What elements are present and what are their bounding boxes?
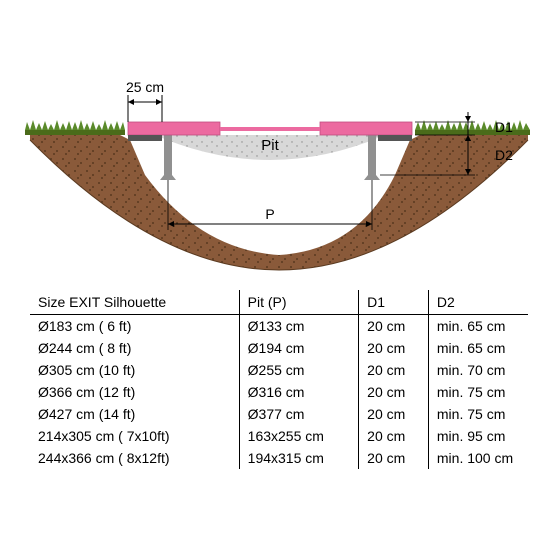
dimensions-table: Size EXIT Silhouette Pit (P) D1 D2 Ø183 … — [30, 290, 528, 469]
frame-right — [320, 122, 412, 135]
support-left — [164, 135, 172, 175]
table-row: Ø244 cm ( 8 ft)Ø194 cm20 cmmin. 65 cm — [30, 337, 528, 359]
col-d2: D2 — [428, 290, 528, 315]
support-right — [368, 135, 376, 175]
table-row: Ø183 cm ( 6 ft)Ø133 cm20 cmmin. 65 cm — [30, 315, 528, 338]
table-row: 214x305 cm ( 7x10ft)163x255 cm20 cmmin. … — [30, 425, 528, 447]
table-header-row: Size EXIT Silhouette Pit (P) D1 D2 — [30, 290, 528, 315]
frame-left — [128, 122, 220, 135]
dimensions-table-area: Size EXIT Silhouette Pit (P) D1 D2 Ø183 … — [0, 280, 558, 479]
table-row: Ø305 cm (10 ft)Ø255 cm20 cmmin. 70 cm — [30, 359, 528, 381]
label-p: P — [265, 206, 274, 222]
col-d1: D1 — [359, 290, 429, 315]
table-row: Ø366 cm (12 ft)Ø316 cm20 cmmin. 75 cm — [30, 381, 528, 403]
side-fill-right — [378, 135, 412, 141]
table-body: Ø183 cm ( 6 ft)Ø133 cm20 cmmin. 65 cm Ø2… — [30, 315, 528, 470]
diagram-svg: 25 cm Pit D1 D2 — [0, 0, 558, 280]
label-d2: D2 — [495, 147, 513, 163]
label-pit: Pit — [261, 137, 279, 154]
label-d1: D1 — [495, 119, 513, 135]
table-row: 244x366 cm ( 8x12ft)194x315 cm20 cmmin. … — [30, 447, 528, 469]
label-25cm: 25 cm — [126, 79, 164, 95]
dim-25cm: 25 cm — [126, 79, 164, 122]
table-row: Ø427 cm (14 ft)Ø377 cm20 cmmin. 75 cm — [30, 403, 528, 425]
col-size: Size EXIT Silhouette — [30, 290, 239, 315]
cross-section-diagram: 25 cm Pit D1 D2 — [0, 0, 558, 280]
dim-p: P — [168, 180, 372, 230]
col-pit: Pit (P) — [239, 290, 359, 315]
grass-left — [25, 120, 125, 135]
frame-mid — [220, 127, 320, 131]
side-fill-left — [128, 135, 162, 141]
